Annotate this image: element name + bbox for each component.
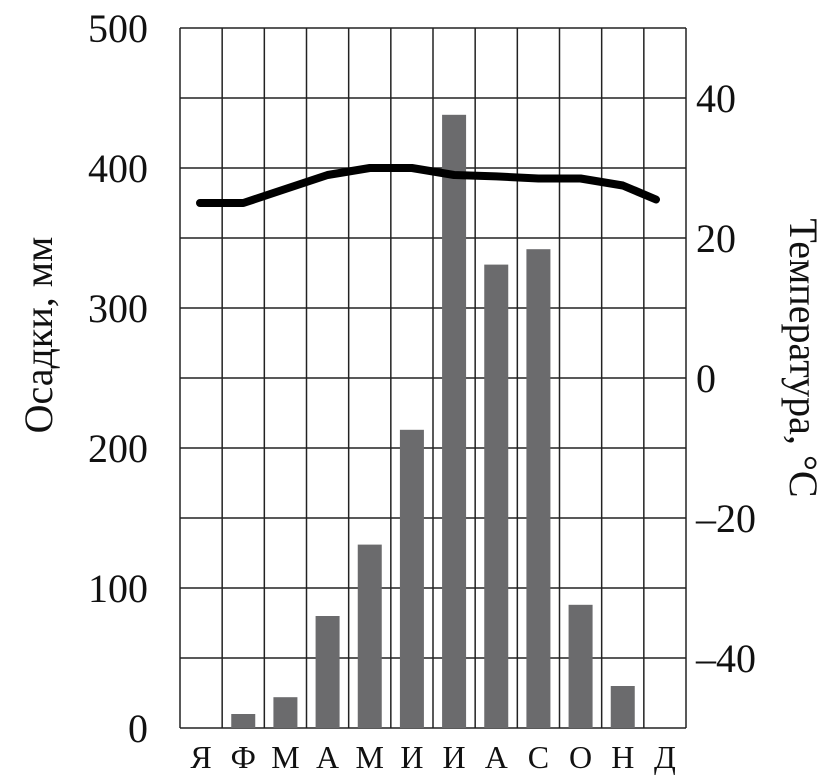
grid (180, 28, 686, 728)
y-tick-label: 100 (88, 566, 148, 611)
y-tick-label: 500 (88, 6, 148, 51)
right-axis-ticks: –40 –20 0 20 40 (695, 76, 756, 681)
precipitation-bar (358, 545, 382, 728)
precipitation-bar (442, 115, 466, 728)
x-tick-label: А (316, 739, 339, 775)
y2-tick-label: –20 (695, 496, 756, 541)
temperature-line (200, 168, 656, 203)
y-tick-label: 400 (88, 146, 148, 191)
x-tick-label: Ф (231, 739, 256, 775)
precipitation-bar (526, 249, 550, 728)
y-tick-label: 200 (88, 426, 148, 471)
x-tick-label: Д (654, 739, 676, 775)
precipitation-bar (231, 714, 255, 728)
x-tick-label: Н (611, 739, 634, 775)
y2-tick-label: 20 (696, 216, 736, 261)
y2-tick-label: 0 (696, 356, 716, 401)
x-tick-label: М (271, 739, 299, 775)
y2-axis-title: Температура, °С (781, 218, 825, 497)
precipitation-bar (400, 430, 424, 728)
x-tick-label: А (485, 739, 508, 775)
x-tick-label: И (400, 739, 423, 775)
x-tick-label: О (569, 739, 592, 775)
precipitation-bar (316, 616, 340, 728)
y2-tick-label: –40 (695, 636, 756, 681)
x-tick-label: М (356, 739, 384, 775)
precipitation-bar (273, 697, 297, 728)
precipitation-bar (611, 686, 635, 728)
precipitation-bar (569, 605, 593, 728)
left-axis-ticks: 0 100 200 300 400 500 (88, 6, 148, 751)
y2-tick-label: 40 (696, 76, 736, 121)
x-tick-label: С (528, 739, 549, 775)
precipitation-bar (484, 265, 508, 728)
y-tick-label: 300 (88, 286, 148, 331)
y-tick-label: 0 (128, 706, 148, 751)
x-tick-label: Я (190, 739, 211, 775)
x-tick-label: И (443, 739, 466, 775)
y-axis-title: Осадки, мм (16, 237, 61, 434)
